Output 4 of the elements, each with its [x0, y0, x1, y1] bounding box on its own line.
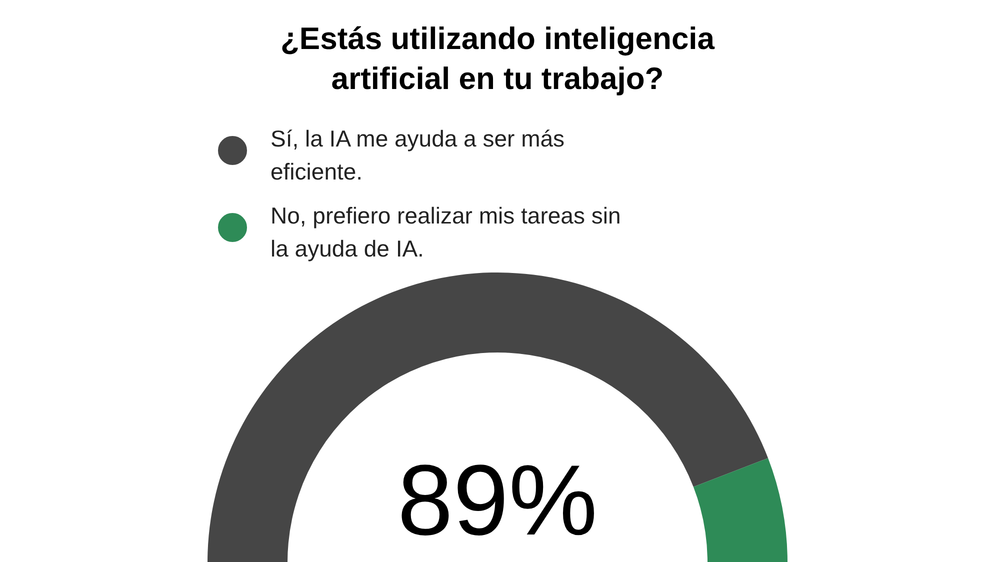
legend-label: No, prefiero realizar mis tareas sin la ayuda de IA.	[270, 202, 621, 262]
text: 89%	[397, 444, 598, 556]
chart-title: ¿Estás utilizando inteligencia artificial en tu trabajo?	[280, 21, 716, 96]
legend-label: Sí, la IA me ayuda a ser más eficiente.	[270, 126, 565, 184]
